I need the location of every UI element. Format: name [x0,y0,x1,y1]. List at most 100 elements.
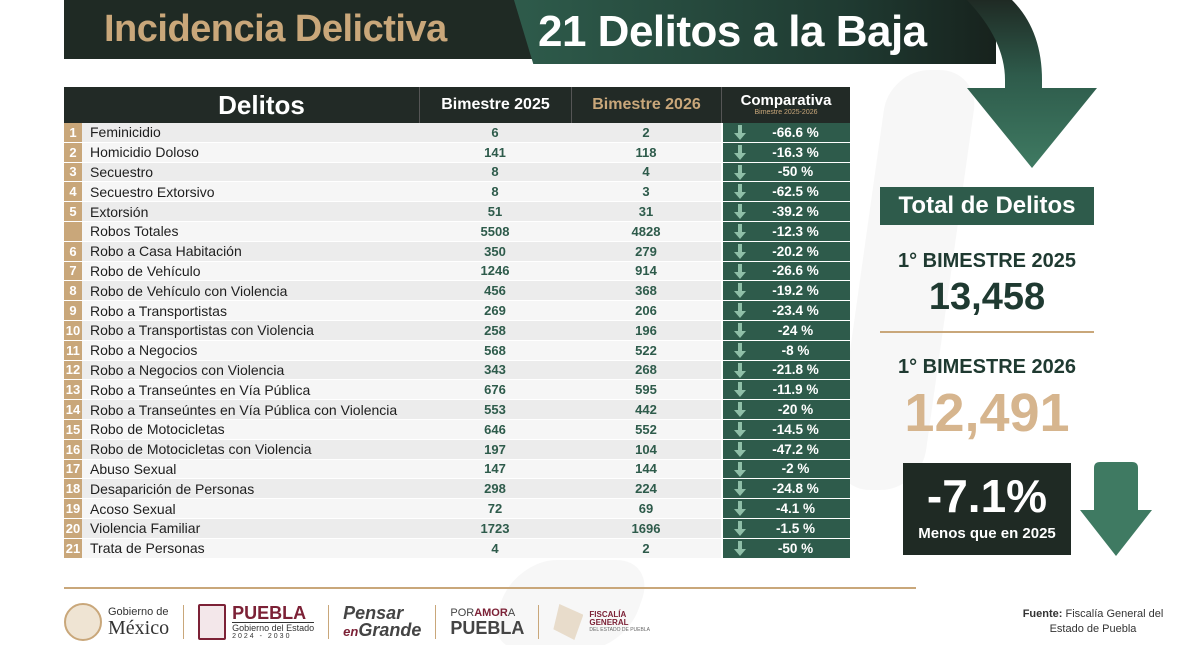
grande-text: Grande [358,620,422,640]
comparison-cell: -8 % [721,340,850,360]
crime-name: Robo a Negocios con Violencia [90,361,285,378]
comparison-cell: -66.6 % [721,123,850,142]
comparison-cell: -21.8 % [721,360,850,380]
down-arrow-icon [1080,462,1152,556]
value-2025: 298 [484,481,506,497]
value-2026: 69 [638,501,654,517]
por-amor-a-puebla-logo: PORAMORA PUEBLA [450,606,524,637]
crime-name: Robo a Transeúntes en Vía Pública [90,381,311,398]
down-arrow-icon [734,204,746,220]
value-2025: 269 [484,303,506,319]
table-row: 11 Robo a Negocios 568 522 -8 % [64,340,850,361]
change-percent: -7.1% [926,470,1048,522]
gold-divider [880,331,1094,333]
comparison-cell: -20 % [721,400,850,419]
value-2026: 2 [642,124,650,140]
comparison-cell: -20.2 % [721,241,850,261]
value-2026: 1696 [631,520,661,536]
comparativa-sublabel: Bimestre 2025-2026 [754,109,818,117]
value-2026: 268 [635,362,657,378]
comparison-percent: -1.5 % [775,520,816,536]
down-arrow-icon [734,362,746,378]
table-row: 17 Abuso Sexual 147 144 -2 % [64,459,850,480]
row-number: 18 [64,479,82,499]
row-number: 12 [64,360,82,380]
source-note: Fuente: Fiscalía General del Estado de P… [1008,607,1178,637]
table-row: 18 Desaparición de Personas 298 224 -24.8 % [64,479,850,500]
crime-name: Robo a Transeúntes en Vía Pública con Vi… [90,401,398,418]
header-left-title: Incidencia Delictiva [104,8,447,50]
comparison-percent: -16.3 % [772,144,819,160]
comparison-percent: -62.5 % [772,184,819,200]
source-text: Fiscalía General del Estado de Puebla [1049,608,1164,635]
value-2025: 568 [484,342,506,358]
value-2025: 197 [484,441,506,457]
gm-big-text: México [108,616,170,639]
row-number: 19 [64,499,82,518]
comparison-cell: -14.5 % [721,419,850,439]
down-arrow-icon [734,342,746,358]
fiscalia-text-2: GENERAL [589,618,629,628]
header-right-title: 21 Delitos a la Baja [538,7,927,56]
fiscalia-logo-icon [553,604,584,640]
table-row: 1 Feminicidio 6 2 -66.6 % [64,123,850,143]
crime-name: Robo a Transportistas [90,302,227,319]
value-2026: 4828 [631,223,661,239]
row-number: 17 [64,459,82,479]
table-row: 7 Robo de Vehículo 1246 914 -26.6 % [64,261,850,282]
table-header: Delitos Bimestre 2025 Bimestre 2026 Comp… [64,87,850,123]
value-2025: 350 [484,243,506,259]
por-text: POR [450,606,475,619]
row-number: 13 [64,380,82,400]
crime-name: Feminicidio [90,124,161,141]
value-2025: 8 [491,184,499,200]
crime-name: Desaparición de Personas [90,480,255,497]
table-row: 2 Homicidio Doloso 141 118 -16.3 % [64,142,850,163]
value-2026: 595 [635,382,657,398]
crime-name: Trata de Personas [90,540,205,557]
value-2026: 914 [635,263,657,279]
comparison-percent: -47.2 % [772,441,819,457]
table-row: 19 Acoso Sexual 72 69 -4.1 % [64,499,850,519]
col-header-bimestre-2026: Bimestre 2026 [571,87,721,123]
value-2026: 279 [635,243,657,259]
value-2026: 118 [635,144,657,160]
gm-small-text: Gobierno de [108,605,169,618]
down-arrow-icon [734,283,746,299]
value-2025: 1246 [480,263,510,279]
row-number [64,221,82,241]
value-2026: 552 [635,421,657,437]
gold-separator-line [64,587,916,589]
value-2025: 553 [484,402,506,418]
down-arrow-icon [734,164,746,180]
footer-separator [328,605,330,639]
value-2026: 3 [642,184,650,200]
table-row: Robos Totales 5508 4828 -12.3 % [64,221,850,242]
gobierno-mexico-seal-icon [64,603,102,641]
row-number: 16 [64,439,82,459]
col-header-delitos: Delitos [218,89,305,120]
value-bimestre-2026: 12,491 [904,383,1070,443]
crime-table: Delitos Bimestre 2025 Bimestre 2026 Comp… [64,87,850,559]
comparison-cell: -50 % [721,538,850,558]
table-row: 15 Robo de Motocicletas 646 552 -14.5 % [64,419,850,440]
footer-separator [435,605,437,639]
table-row: 16 Robo de Motocicletas con Violencia 197 1… [64,439,850,460]
value-2026: 31 [638,204,654,220]
value-2025: 51 [487,204,503,220]
comparison-percent: -21.8 % [772,362,819,378]
comparison-percent: -24 % [777,322,814,338]
comparison-cell: -23.4 % [721,301,850,320]
gobierno-mexico-logo: Gobierno de México [64,603,169,641]
footer-logos: Gobierno de México PUEBLA Gobierno del E… [64,600,650,644]
table-row: 13 Robo a Transeúntes en Vía Pública 676 59… [64,380,850,401]
down-arrow-icon [734,322,746,338]
crime-name: Robo de Vehículo con Violencia [90,282,288,299]
comparison-percent: -14.5 % [772,421,819,437]
row-number: 6 [64,241,82,261]
crime-name: Robo a Transportistas con Violencia [90,322,314,339]
table-row: 3 Secuestro 8 4 -50 % [64,162,850,183]
comparison-percent: -20 % [777,402,814,418]
comparativa-label: Comparativa [740,92,832,110]
row-number: 7 [64,261,82,281]
